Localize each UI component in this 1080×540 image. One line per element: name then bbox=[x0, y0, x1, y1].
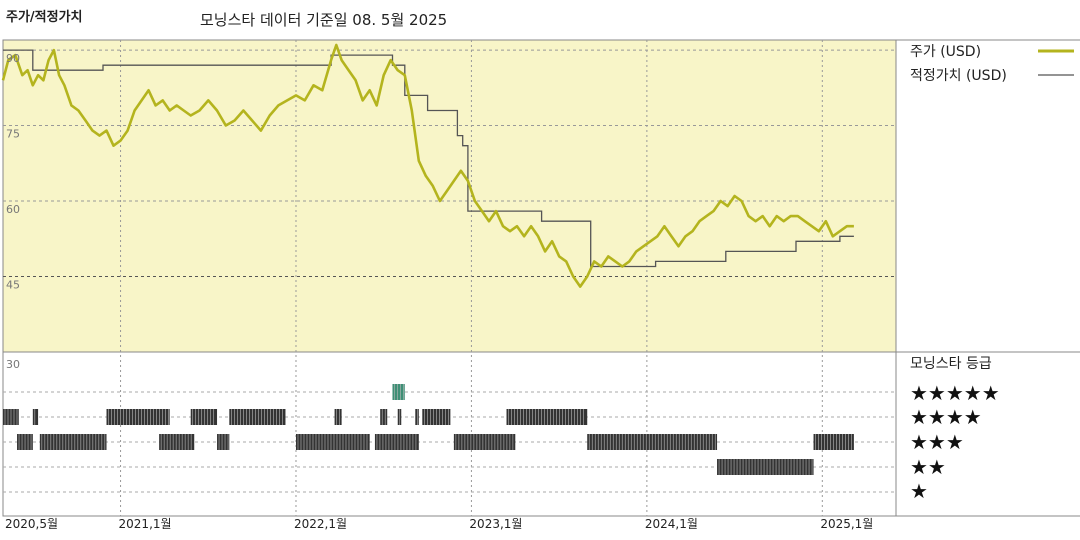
rating-segment bbox=[392, 384, 405, 400]
y-tick-label: 90 bbox=[6, 52, 20, 65]
x-tick-label: 2024,1월 bbox=[645, 517, 698, 531]
rating-segment bbox=[17, 434, 33, 450]
rating-segment bbox=[415, 409, 419, 425]
rating-segment bbox=[217, 434, 230, 450]
x-tick-layer: 2020,5월 2021,1월 2022,1월 2023,1월 2024,1월 2025,… bbox=[5, 517, 873, 531]
rating-panel-bg bbox=[2, 351, 897, 517]
rating-segment-bar bbox=[334, 409, 342, 425]
rating-segment bbox=[32, 409, 39, 425]
rating-segment bbox=[397, 409, 402, 425]
rating-5-stars: ★★★★★ bbox=[910, 381, 1000, 405]
y-tick-label: 60 bbox=[6, 203, 20, 216]
rating-segment-bar bbox=[159, 434, 195, 450]
fair-value-layer bbox=[3, 49, 854, 268]
rating-segment bbox=[506, 409, 588, 425]
fair-value-series-line bbox=[3, 49, 854, 268]
rating-segment-bar bbox=[380, 409, 388, 425]
rating-title: 모닝스타 등급 bbox=[910, 356, 992, 372]
y-tick-layer: 90 75 60 45 30 bbox=[6, 52, 20, 371]
rating-segment bbox=[39, 434, 107, 450]
rating-segment-bar bbox=[190, 409, 218, 425]
rating-segment bbox=[813, 434, 854, 450]
rating-segment bbox=[190, 409, 218, 425]
rating-segment bbox=[453, 434, 516, 450]
rating-layer bbox=[3, 384, 854, 475]
rating-segment-bar bbox=[39, 434, 107, 450]
rating-segment bbox=[422, 409, 451, 425]
rating-segment-bar bbox=[374, 434, 419, 450]
rating-3-stars: ★★★ bbox=[910, 430, 964, 454]
rating-segment bbox=[380, 409, 388, 425]
rating-segment bbox=[587, 434, 718, 450]
data-date-label: 모닝스타 데이터 기준일 08. 5월 2025 bbox=[200, 11, 448, 29]
legend-price-label: 주가 (USD) bbox=[910, 44, 981, 60]
rating-1-star: ★ bbox=[910, 479, 928, 503]
rating-segment bbox=[106, 409, 170, 425]
rating-segment bbox=[295, 434, 370, 450]
rating-segment bbox=[229, 409, 286, 425]
x-tick-label: 2023,1월 bbox=[469, 517, 522, 531]
legend-fair-value-label: 적정가치 (USD) bbox=[910, 68, 1007, 84]
rating-segment-bar bbox=[717, 459, 814, 475]
rating-segment bbox=[717, 459, 814, 475]
rating-4-stars: ★★★★ bbox=[910, 405, 982, 429]
rating-segment bbox=[374, 434, 419, 450]
rating-segment-bar bbox=[106, 409, 170, 425]
rating-segment-bar bbox=[217, 434, 230, 450]
rating-segment bbox=[334, 409, 342, 425]
x-tick-label: 2021,1월 bbox=[119, 517, 172, 531]
rating-segment-bar bbox=[295, 434, 370, 450]
price-panel-bg bbox=[2, 39, 897, 353]
rating-y-tick-label: 30 bbox=[6, 358, 20, 371]
rating-segment-bar bbox=[392, 384, 405, 400]
price-series-line bbox=[1, 43, 854, 288]
chart-title: 주가/적정가치 bbox=[6, 10, 83, 25]
rating-segment-bar bbox=[229, 409, 286, 425]
x-tick-label: 2022,1월 bbox=[294, 517, 347, 531]
rating-segment-bar bbox=[453, 434, 516, 450]
price-layer bbox=[1, 43, 854, 288]
y-tick-label: 45 bbox=[6, 279, 20, 292]
rating-2-stars: ★★ bbox=[910, 455, 946, 479]
x-tick-label: 2025,1월 bbox=[820, 517, 873, 531]
rating-segment-bar bbox=[506, 409, 588, 425]
y-tick-label: 75 bbox=[6, 128, 20, 141]
rating-segment bbox=[3, 409, 19, 425]
rating-segment bbox=[159, 434, 195, 450]
rating-segment-bar bbox=[32, 409, 39, 425]
x-tick-label: 2020,5월 bbox=[5, 517, 58, 531]
